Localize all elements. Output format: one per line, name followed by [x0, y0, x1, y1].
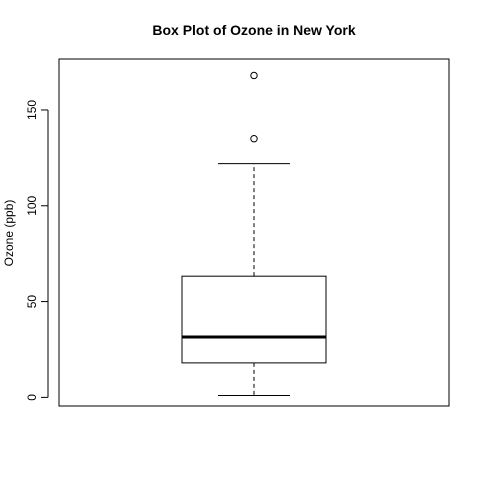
y-axis-label: Ozone (ppb): [2, 200, 16, 267]
outlier-point: [250, 135, 258, 143]
box-plot: [181, 71, 327, 396]
y-tick-label: 50: [25, 295, 39, 309]
y-tick-label: 100: [25, 195, 39, 215]
y-ticks: 0 50 100 150: [25, 100, 48, 401]
y-tick-label: 150: [25, 100, 39, 120]
plot-frame: [58, 58, 450, 407]
iqr-box: [181, 275, 327, 364]
y-tick-label: 0: [25, 394, 39, 401]
chart-title: Box Plot of Ozone in New York: [152, 22, 355, 38]
outlier-point: [250, 71, 258, 80]
